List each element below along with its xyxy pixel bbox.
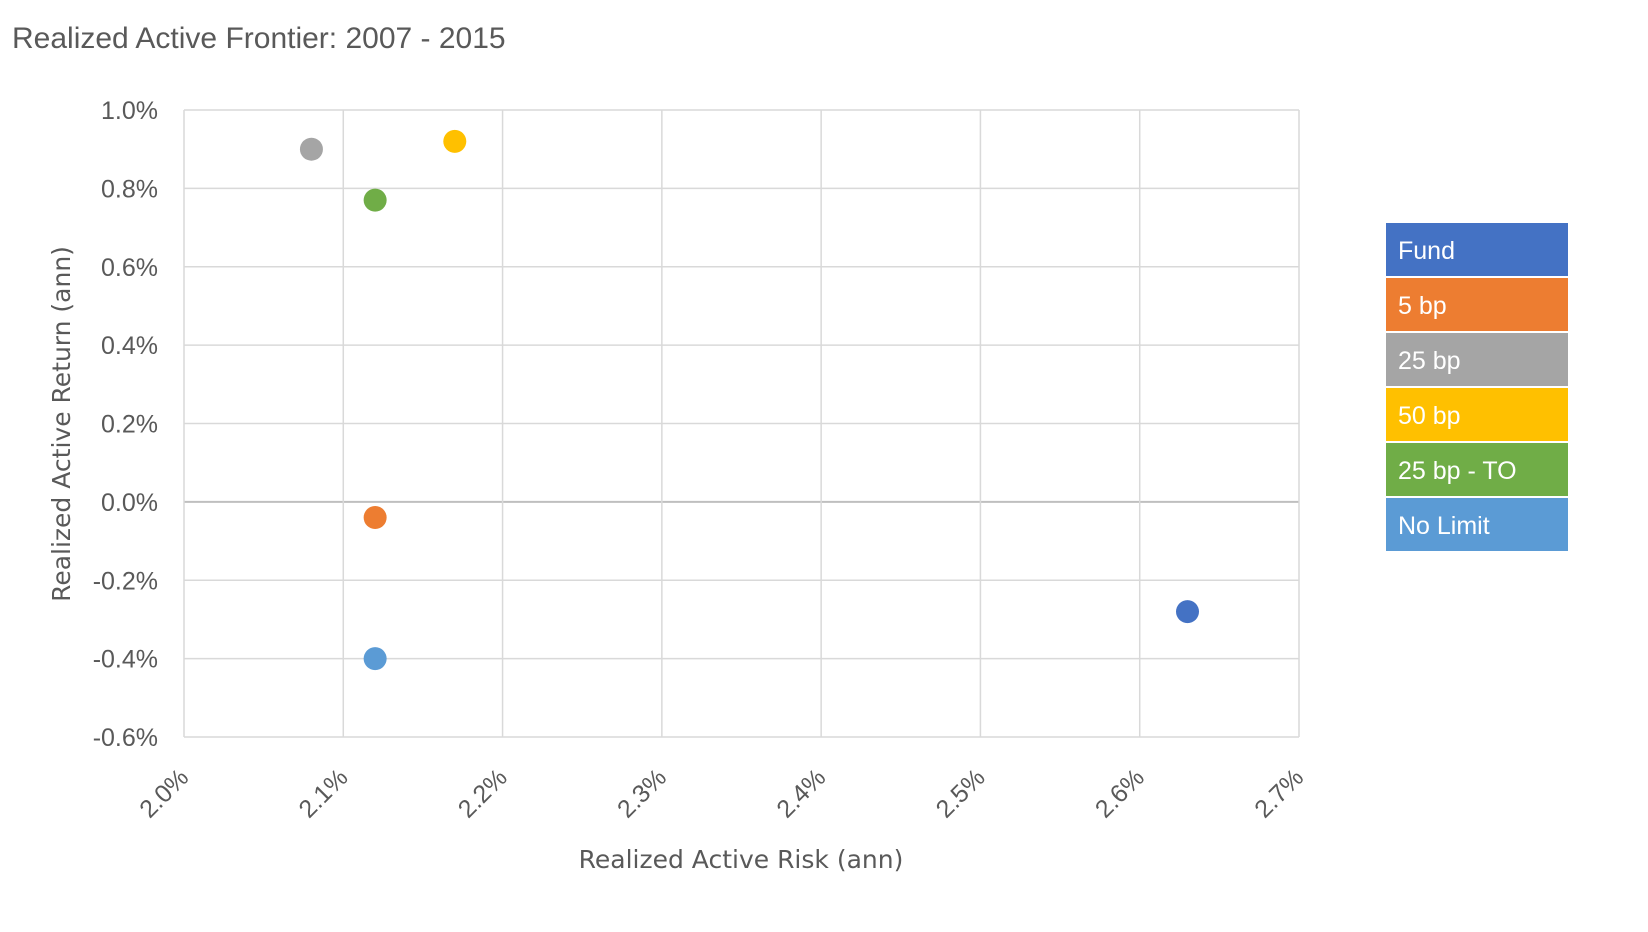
x-tick-label: 2.7% xyxy=(1249,763,1309,823)
x-tick-label: 2.2% xyxy=(453,763,513,823)
y-tick-label: -0.2% xyxy=(93,567,158,595)
legend: Fund 5 bp 25 bp 50 bp 25 bp - TO No Limit xyxy=(1386,223,1568,553)
x-tick-label: 2.4% xyxy=(771,763,831,823)
y-tick-label: 0.6% xyxy=(101,254,158,282)
y-tick-label: 0.0% xyxy=(101,489,158,517)
x-tick-label: 2.0% xyxy=(134,763,194,823)
legend-item: 25 bp - TO xyxy=(1386,443,1568,496)
y-tick-label: -0.6% xyxy=(93,724,158,752)
data-point xyxy=(363,647,387,671)
legend-item: Fund xyxy=(1386,223,1568,276)
data-point xyxy=(1176,600,1199,624)
legend-item: 5 bp xyxy=(1386,278,1568,331)
y-tick-label: -0.4% xyxy=(93,646,158,674)
data-point xyxy=(299,137,323,161)
data-point xyxy=(443,129,467,153)
point-layer xyxy=(299,129,1199,671)
grid-layer xyxy=(183,109,1300,738)
y-axis-title: Realized Active Return (ann) xyxy=(47,246,76,602)
chart-title: Realized Active Frontier: 2007 - 2015 xyxy=(12,22,506,55)
y-tick-label: 0.2% xyxy=(101,411,158,439)
legend-item: 50 bp xyxy=(1386,388,1568,441)
x-tick-label: 2.1% xyxy=(293,763,353,823)
x-tick-label: 2.3% xyxy=(612,763,672,823)
data-point xyxy=(363,506,387,530)
x-tick-label: 2.5% xyxy=(931,763,991,823)
x-axis-title: Realized Active Risk (ann) xyxy=(579,845,904,874)
tick-label-layer: -0.6% -0.4% -0.2% 0.0% 0.2% 0.4% 0.6% 0.8% 1.0% 2… xyxy=(93,97,1310,824)
legend-item: No Limit xyxy=(1386,498,1568,551)
y-tick-label: 0.8% xyxy=(101,175,158,203)
y-tick-label: 0.4% xyxy=(101,332,158,360)
x-tick-label: 2.6% xyxy=(1090,763,1150,823)
data-point xyxy=(363,188,387,212)
y-tick-label: 1.0% xyxy=(101,97,158,125)
legend-item: 25 bp xyxy=(1386,333,1568,386)
